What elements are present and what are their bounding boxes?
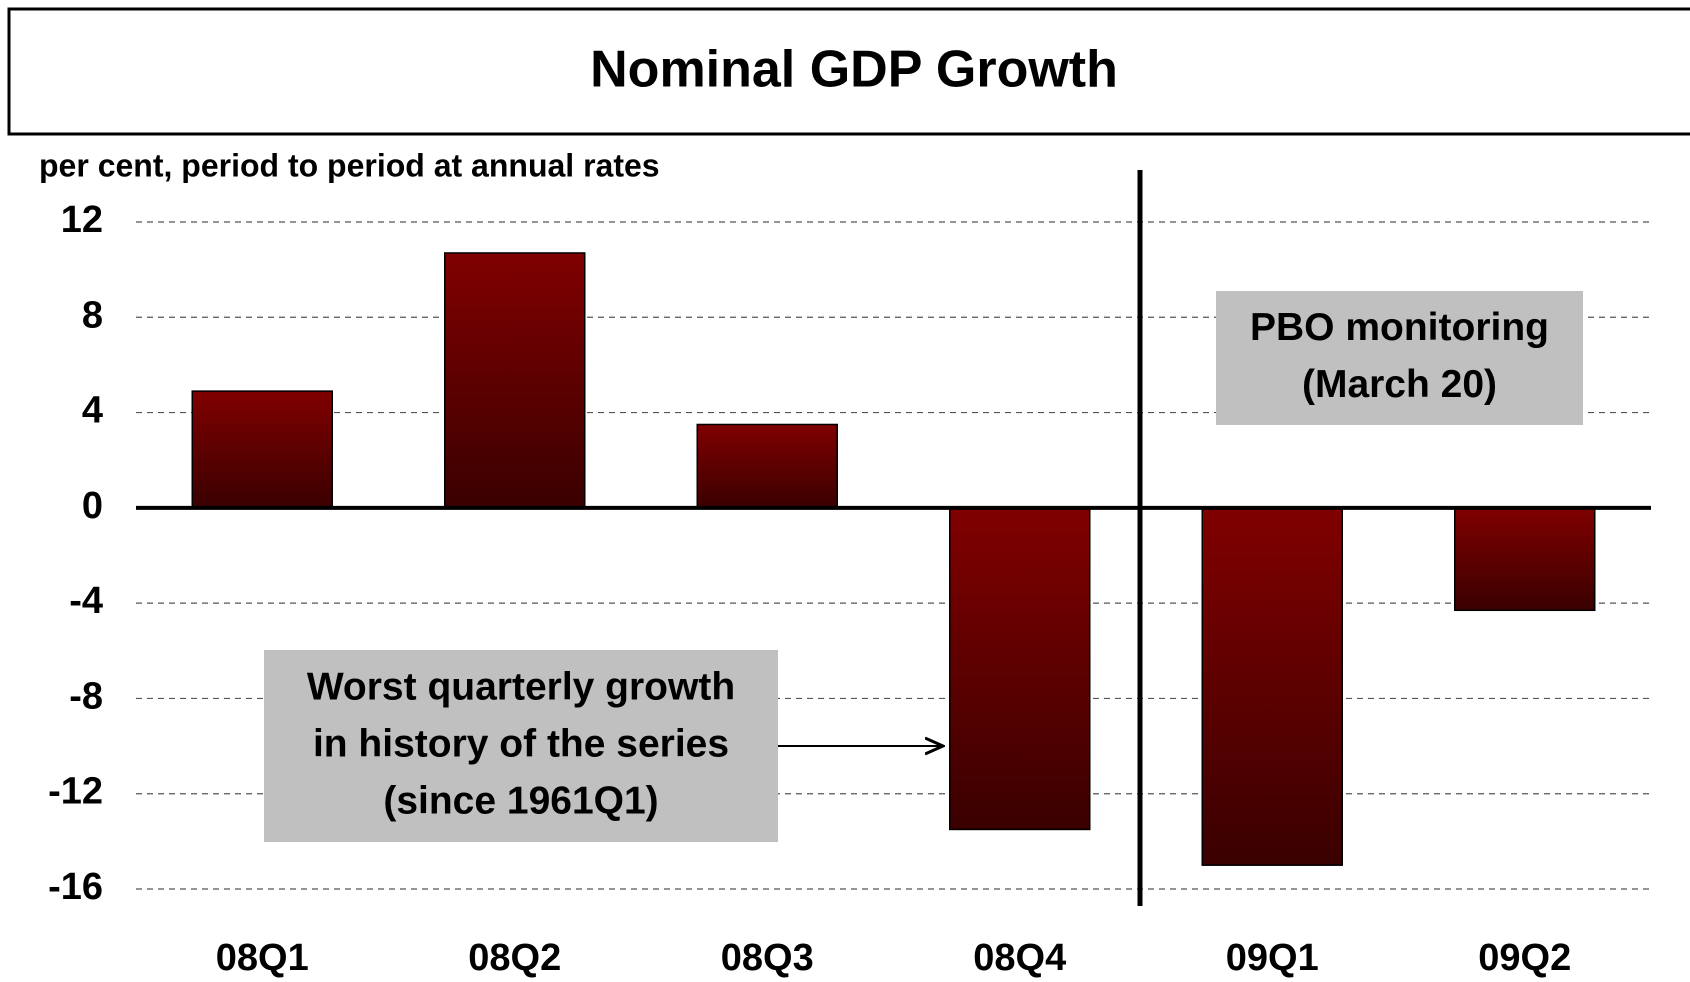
x-tick-label: 09Q2	[1478, 937, 1571, 979]
annotation-box	[1216, 291, 1583, 425]
y-tick-label: -8	[69, 675, 103, 717]
bar	[949, 507, 1091, 831]
x-tick-label: 08Q1	[216, 937, 309, 979]
bar	[444, 252, 586, 509]
annotation-text: in history of the series	[313, 722, 729, 765]
chart-title: Nominal GDP Growth	[590, 41, 1118, 99]
annotation-text: Worst quarterly growth	[307, 665, 735, 708]
x-tick-label: 09Q1	[1226, 937, 1319, 979]
bar	[1454, 507, 1596, 612]
annotation-box	[264, 650, 778, 842]
title-box	[7, 7, 1690, 136]
y-tick-label: 12	[61, 199, 103, 241]
x-tick-label: 08Q2	[468, 937, 561, 979]
y-tick-label: -4	[69, 580, 103, 622]
bar	[696, 423, 838, 509]
bar	[1201, 507, 1343, 866]
x-tick-label: 08Q4	[973, 937, 1066, 979]
annotation-text: PBO monitoring	[1250, 306, 1549, 349]
y-tick-label: -16	[48, 866, 103, 908]
annotation-text: (March 20)	[1302, 363, 1497, 406]
x-tick-label: 08Q3	[721, 937, 814, 979]
axis-subtitle: per cent, period to period at annual rat…	[39, 147, 660, 183]
y-tick-label: -12	[48, 771, 103, 813]
bar	[191, 390, 333, 509]
y-tick-label: 4	[82, 390, 103, 432]
annotation-text: (since 1961Q1)	[383, 779, 658, 822]
y-tick-label: 8	[82, 294, 103, 336]
y-tick-label: 0	[82, 485, 103, 527]
